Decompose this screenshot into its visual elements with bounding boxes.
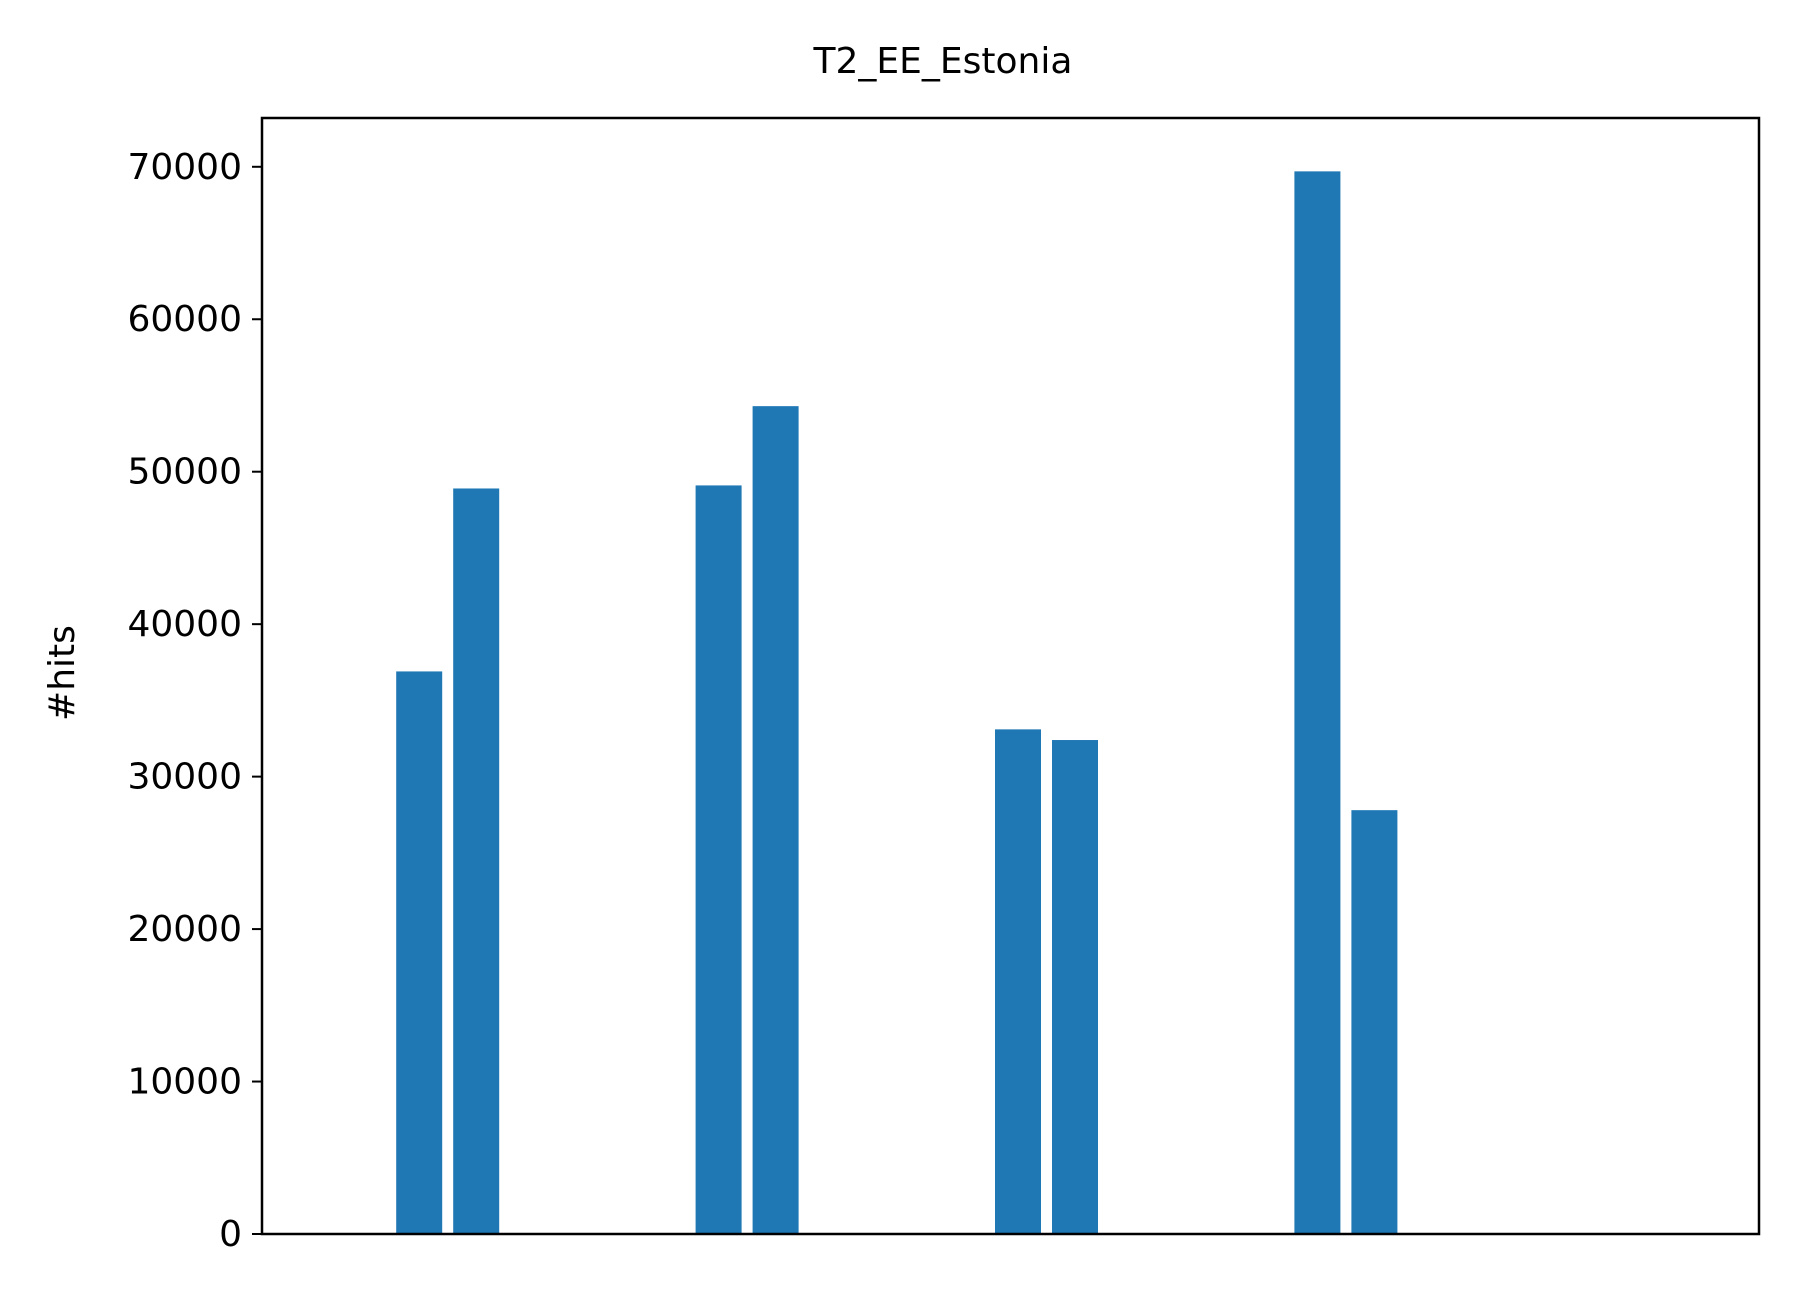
bar-group-1-bar-1 <box>396 671 443 1234</box>
y-axis-label: #hits <box>42 625 83 721</box>
bar-group-4-bar-2 <box>1351 810 1398 1234</box>
y-tick-label: 40000 <box>127 604 242 645</box>
bar-group-2-bar-1 <box>695 485 742 1234</box>
y-tick-label: 50000 <box>127 452 242 493</box>
plot-frame <box>260 116 1761 1236</box>
y-tick-label: 0 <box>219 1214 242 1255</box>
y-tick-label: 30000 <box>127 757 242 798</box>
bar-group-1-bar-2 <box>453 488 500 1234</box>
bar-group-2-bar-2 <box>752 406 799 1234</box>
y-tick-label: 70000 <box>127 147 242 188</box>
y-tick-label: 20000 <box>127 909 242 950</box>
y-tick-label: 60000 <box>127 299 242 340</box>
bar-group-3-bar-2 <box>1052 740 1098 1234</box>
bar-group-3-bar-1 <box>995 729 1041 1234</box>
y-axis-ticks: 0 10000 20000 30000 40000 50000 60000 70000 <box>127 147 262 1255</box>
bars-layer <box>396 171 1398 1235</box>
bar-group-4-bar-1 <box>1294 171 1341 1235</box>
y-tick-label: 10000 <box>127 1062 242 1103</box>
chart-title: T2_EE_Estonia <box>813 41 1073 82</box>
